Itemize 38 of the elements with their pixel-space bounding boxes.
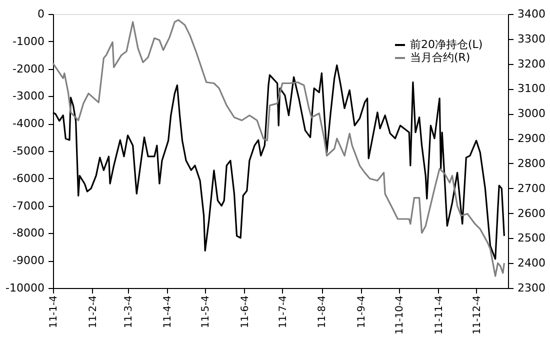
y-tick-label: -1000 — [12, 34, 44, 48]
y-tick-label: -4000 — [12, 117, 44, 130]
y-tick-label: -7000 — [12, 199, 44, 212]
y2-tick-label: 2700 — [518, 182, 546, 195]
y-tick-label: 0 — [38, 8, 44, 20]
y2-tick-label: 3400 — [518, 8, 546, 20]
y-tick-label: -9000 — [12, 254, 44, 268]
legend-label: 当月合约(R) — [410, 51, 470, 64]
x-tick-label: 11-11-4 — [434, 296, 445, 335]
x-tick-label: 11-4-4 — [162, 296, 174, 328]
x-tick-label: 11-3-4 — [123, 296, 134, 328]
y-tick-label: -6000 — [12, 172, 44, 185]
y-tick-label: -5000 — [12, 144, 44, 158]
x-tick-label: 11-12-4 — [472, 296, 483, 335]
legend-label: 前20净持仓(L) — [410, 38, 483, 51]
x-tick-label: 11-6-4 — [240, 296, 251, 328]
y2-tick-label: 2400 — [518, 256, 546, 270]
x-tick-label: 11-5-4 — [200, 296, 212, 328]
y-tick-label: -8000 — [12, 226, 44, 240]
x-tick-label: 11-2-4 — [88, 296, 99, 328]
y2-tick-label: 3100 — [518, 82, 546, 96]
y2-tick-label: 2300 — [518, 282, 546, 294]
y2-tick-label: 3200 — [518, 57, 546, 70]
y2-tick-label: 3000 — [518, 107, 546, 120]
x-tick-label: 11-7-4 — [278, 296, 289, 328]
y-tick-label: -10000 — [6, 282, 44, 294]
y2-tick-label: 2900 — [518, 132, 546, 146]
y2-tick-label: 3300 — [518, 32, 546, 46]
y2-tick-label: 2600 — [518, 206, 546, 220]
y-tick-label: -2000 — [12, 62, 44, 76]
x-tick-label: 11-1-4 — [48, 296, 60, 328]
x-tick-label: 11-10-4 — [394, 296, 406, 335]
y-tick-label: -3000 — [12, 90, 44, 103]
x-tick-label: 11-8-4 — [317, 296, 328, 328]
y2-tick-label: 2500 — [518, 232, 546, 245]
y2-tick-label: 2800 — [518, 156, 546, 170]
x-tick-label: 11-9-4 — [356, 296, 368, 328]
line-series — [52, 19, 505, 277]
